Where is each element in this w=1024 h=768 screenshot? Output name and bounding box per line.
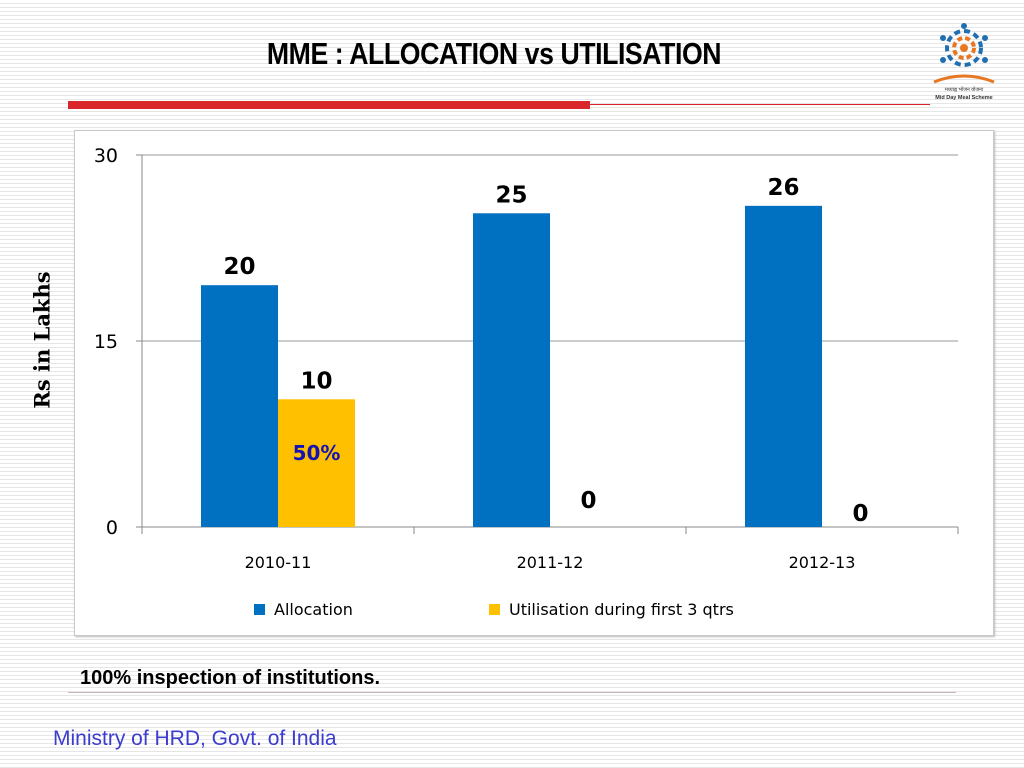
data-label: 26	[767, 175, 799, 201]
y-tick-label: 30	[94, 145, 118, 167]
data-label: 20	[223, 254, 255, 280]
note-text: 100% inspection of institutions.	[80, 667, 381, 689]
y-tick-label: 0	[106, 517, 118, 539]
logo-caption-hindi: मध्याह्न भोजन योजना	[945, 86, 984, 93]
allocation-bar	[745, 205, 822, 527]
x-tick-label: 2012-13	[789, 553, 856, 572]
title-underline-thin	[590, 104, 930, 105]
logo-caption-english: Mid Day Meal Scheme	[935, 95, 992, 101]
data-label: 25	[495, 182, 527, 208]
x-tick-label: 2010-11	[245, 553, 312, 572]
data-label: 0	[852, 501, 868, 527]
data-label: 10	[300, 368, 332, 394]
logo-book-arc	[933, 74, 995, 84]
utilisation-bar	[278, 399, 355, 527]
utilisation-percent-annotation: 50%	[293, 441, 341, 465]
mid-day-meal-logo: मध्याह्न भोजन योजना Mid Day Meal Scheme	[933, 23, 995, 101]
legend-label: Allocation	[274, 600, 353, 619]
title-underline-red	[68, 101, 590, 109]
legend-label: Utilisation during first 3 qtrs	[509, 600, 734, 619]
x-tick-label: 2011-12	[517, 553, 584, 572]
legend-swatch	[489, 604, 500, 615]
y-tick-label: 15	[94, 331, 118, 353]
data-label: 0	[580, 488, 596, 514]
slide-title: MME : ALLOCATION vs UTILISATION	[266, 36, 722, 71]
y-axis-label: Rs in Lakhs	[29, 271, 55, 409]
footer-text: Ministry of HRD, Govt. of India	[53, 727, 337, 750]
note-divider	[68, 692, 956, 693]
legend-swatch	[254, 604, 265, 615]
allocation-bar	[473, 213, 550, 527]
allocation-bar	[201, 285, 278, 527]
logo-ring	[940, 23, 988, 67]
